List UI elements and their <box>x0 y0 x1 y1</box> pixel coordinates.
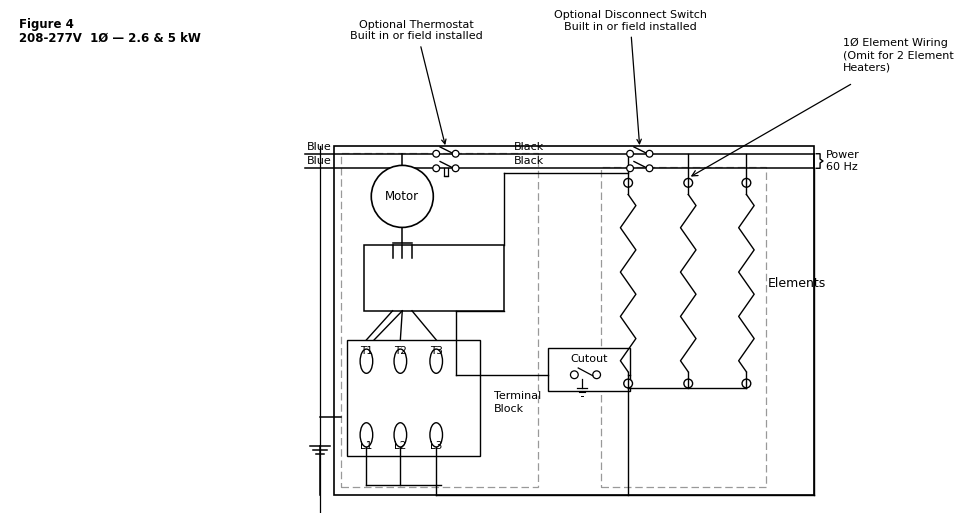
Circle shape <box>624 179 633 187</box>
FancyBboxPatch shape <box>347 340 480 456</box>
Circle shape <box>452 151 459 157</box>
Circle shape <box>593 371 601 379</box>
Text: Cutout: Cutout <box>571 354 608 364</box>
Circle shape <box>742 179 750 187</box>
Text: Power
60 Hz: Power 60 Hz <box>826 150 859 172</box>
Ellipse shape <box>394 423 406 447</box>
Circle shape <box>571 371 578 379</box>
Text: T3: T3 <box>430 346 442 356</box>
Text: T1: T1 <box>360 346 373 356</box>
Ellipse shape <box>394 349 406 373</box>
FancyBboxPatch shape <box>364 245 504 311</box>
Ellipse shape <box>360 423 372 447</box>
Circle shape <box>452 165 459 172</box>
Text: Optional Disconnect Switch
Built in or field installed: Optional Disconnect Switch Built in or f… <box>554 10 707 144</box>
Circle shape <box>627 165 634 172</box>
Text: Black: Black <box>514 142 544 152</box>
Circle shape <box>684 379 693 388</box>
Circle shape <box>646 165 653 172</box>
Text: Optional Thermostat
Built in or field installed: Optional Thermostat Built in or field in… <box>351 20 483 144</box>
Text: Elements: Elements <box>768 277 826 290</box>
Ellipse shape <box>430 349 442 373</box>
Text: Motor: Motor <box>385 190 419 203</box>
Circle shape <box>742 379 750 388</box>
Text: 208-277V  1Ø — 2.6 & 5 kW: 208-277V 1Ø — 2.6 & 5 kW <box>19 32 201 45</box>
Text: L2: L2 <box>395 441 406 452</box>
Text: Black: Black <box>514 156 544 167</box>
Ellipse shape <box>360 349 372 373</box>
Text: 1Ø Element Wiring
(Omit for 2 Element
Heaters): 1Ø Element Wiring (Omit for 2 Element He… <box>844 37 955 73</box>
Text: T2: T2 <box>394 346 407 356</box>
Text: Blue: Blue <box>307 156 332 167</box>
Circle shape <box>371 166 434 227</box>
Text: Figure 4: Figure 4 <box>19 18 74 31</box>
Circle shape <box>646 151 653 157</box>
Circle shape <box>433 151 439 157</box>
Circle shape <box>684 179 693 187</box>
Circle shape <box>433 165 439 172</box>
Text: Terminal
Block: Terminal Block <box>495 391 541 415</box>
Text: Blue: Blue <box>307 142 332 152</box>
Text: L3: L3 <box>430 441 442 452</box>
Ellipse shape <box>430 423 442 447</box>
Circle shape <box>624 379 633 388</box>
Text: L1: L1 <box>361 441 372 452</box>
FancyBboxPatch shape <box>547 348 630 391</box>
Circle shape <box>627 151 634 157</box>
